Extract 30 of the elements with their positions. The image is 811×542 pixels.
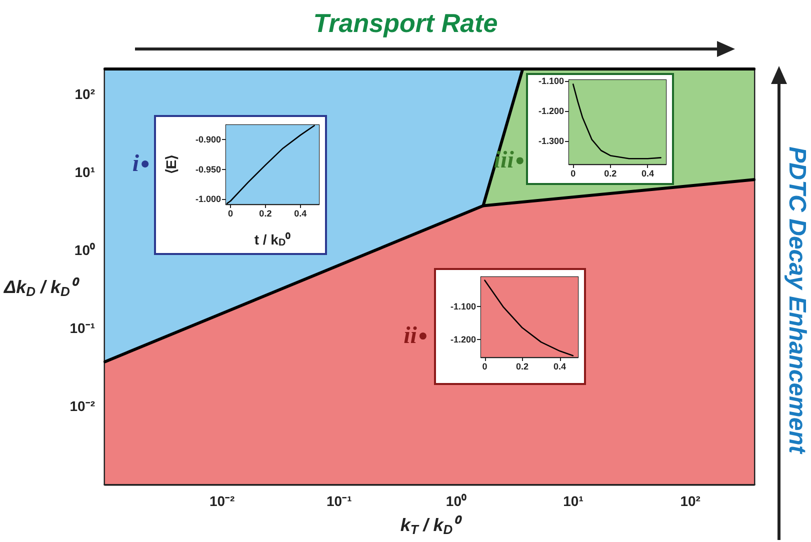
y-tick-label: 10²: [74, 86, 96, 102]
y-tick-label: 10⁻²: [70, 398, 96, 414]
x-tick-label: 10⁻¹: [326, 493, 352, 509]
x-tick-label: 0.2: [604, 168, 617, 178]
x-tick-label: 10¹: [563, 493, 584, 509]
x-tick-label: 0.4: [294, 208, 307, 218]
x-tick-label: 10⁻²: [209, 493, 236, 509]
text: PDTC Decay Enhancement: [784, 146, 810, 454]
annotation: ii: [404, 323, 418, 350]
x-tick-label: 0.4: [641, 168, 654, 178]
y-tick-label: -1.300: [538, 136, 564, 146]
x-tick-label: 0.2: [259, 208, 272, 218]
y-tick-label: 10⁻¹: [70, 320, 96, 336]
y-tick-label: -1.200: [450, 334, 476, 345]
y-tick-label: -1.200: [538, 106, 564, 116]
x-tick-label: 10²: [680, 493, 701, 509]
y-tick-label: -0.950: [195, 164, 221, 174]
y-tick-label: -1.100: [538, 76, 564, 86]
x-tick-label: 0: [228, 208, 234, 218]
annotation: i: [132, 151, 140, 178]
x-tick-label: 0: [570, 168, 576, 178]
x-tick-label: 0.2: [516, 362, 529, 372]
y-tick-label: -1.000: [195, 194, 221, 204]
y-axis-title: ⟨E⟩: [163, 154, 179, 174]
y-tick-label: -1.100: [450, 302, 476, 312]
y-tick-label: 10⁰: [74, 242, 95, 258]
y-tick-label: -0.900: [195, 134, 221, 144]
x-tick-label: 0: [482, 362, 488, 372]
text: Transport Rate: [313, 8, 498, 38]
x-tick-label: 0.4: [554, 362, 566, 372]
